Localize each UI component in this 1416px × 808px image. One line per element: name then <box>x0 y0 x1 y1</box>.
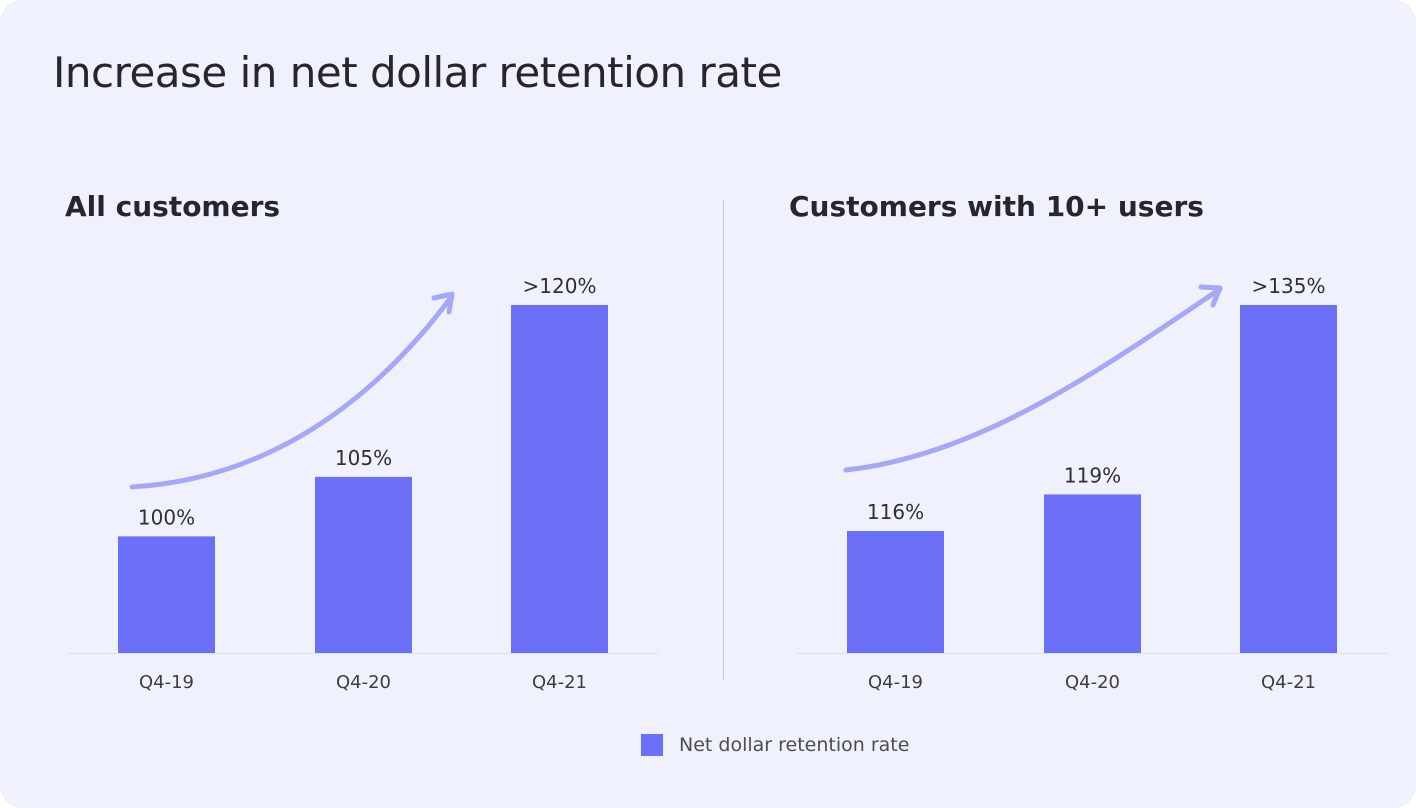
data-label: >135% <box>1252 274 1326 298</box>
data-label: 116% <box>867 500 924 524</box>
bar-q4-20 <box>1044 494 1141 653</box>
bar-q4-20 <box>315 476 412 653</box>
legend: Net dollar retention rate <box>641 734 909 756</box>
x-tick-label: Q4-21 <box>1261 672 1316 693</box>
arrow-head-icon <box>431 291 455 315</box>
data-label: 100% <box>138 505 195 529</box>
divider <box>723 200 724 680</box>
arrow-head-icon <box>1198 284 1223 308</box>
x-tick-label: Q4-19 <box>868 672 923 693</box>
x-tick-label: Q4-21 <box>532 672 587 693</box>
bar-q4-19 <box>118 536 215 653</box>
page-title: Increase in net dollar retention rate <box>53 48 782 97</box>
x-tick-label: Q4-19 <box>139 672 194 693</box>
chart-title-10plus-users: Customers with 10+ users <box>789 190 1204 223</box>
bar-q4-19 <box>847 531 944 653</box>
data-label: 105% <box>335 446 392 470</box>
data-label: >120% <box>523 274 597 298</box>
x-tick-label: Q4-20 <box>1065 672 1120 693</box>
bar-q4-21 <box>1240 305 1337 653</box>
legend-label: Net dollar retention rate <box>679 734 910 756</box>
legend-swatch <box>641 734 663 756</box>
chart-title-all-customers: All customers <box>65 190 281 223</box>
bar-q4-21 <box>511 305 608 653</box>
trend-arrow <box>843 286 1223 473</box>
trend-arrow <box>129 293 455 490</box>
data-label: 119% <box>1064 463 1121 487</box>
x-tick-label: Q4-20 <box>336 672 391 693</box>
